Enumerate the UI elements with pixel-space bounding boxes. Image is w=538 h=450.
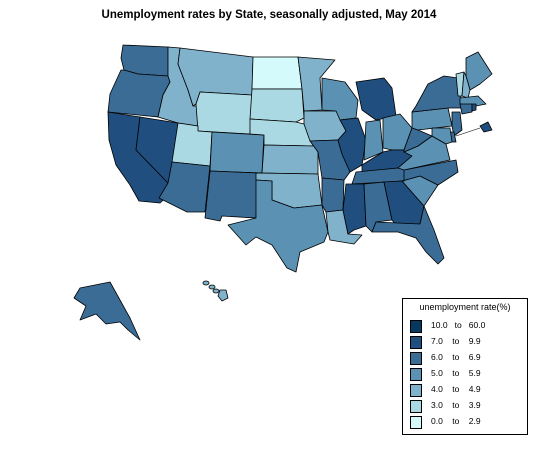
state-massachusetts xyxy=(459,95,487,107)
legend: unemployment rate(%) 10.0 to 60.0 7.0 to … xyxy=(402,298,528,435)
hawaii-island xyxy=(208,284,216,290)
legend-swatch xyxy=(410,384,422,397)
legend-swatch xyxy=(410,416,422,429)
map-title: Unemployment rates by State, seasonally … xyxy=(101,9,437,21)
legend-label: 10.0 to 60.0 xyxy=(431,320,486,330)
state-illinois xyxy=(337,117,367,173)
legend-label: 7.0 to 9.9 xyxy=(431,336,481,346)
state-new-mexico xyxy=(204,170,259,222)
state-kansas xyxy=(261,144,319,175)
legend-label: 5.0 to 5.9 xyxy=(431,368,481,378)
state-rhode-island xyxy=(471,103,477,112)
legend-label: 4.0 to 4.9 xyxy=(431,384,481,394)
legend-swatch xyxy=(410,320,422,333)
legend-swatch xyxy=(410,368,422,381)
legend-row: 7.0 to 9.9 xyxy=(410,335,526,349)
legend-label: 3.0 to 3.9 xyxy=(431,400,481,410)
state-maryland xyxy=(431,127,453,145)
state-florida xyxy=(371,205,445,265)
state-new-hampshire xyxy=(461,71,471,99)
legend-row: 10.0 to 60.0 xyxy=(410,319,526,333)
state-alaska xyxy=(73,281,141,341)
state-texas xyxy=(227,179,329,273)
hawaii-island xyxy=(202,280,210,286)
state-arkansas xyxy=(321,177,345,213)
state-michigan xyxy=(355,77,397,121)
legend-swatch xyxy=(410,352,422,365)
legend-title: unemployment rate(%) xyxy=(419,302,511,312)
state-new-jersey xyxy=(451,111,463,137)
state-maine xyxy=(465,51,493,91)
hawaii-island xyxy=(212,288,220,294)
legend-row: 4.0 to 4.9 xyxy=(410,383,526,397)
legend-label: 6.0 to 6.9 xyxy=(431,352,481,362)
legend-label: 0.0 to 2.9 xyxy=(431,416,481,426)
dc-leader-line xyxy=(455,127,481,137)
state-hawaii xyxy=(217,289,229,302)
state-north-dakota xyxy=(251,56,303,90)
state-wyoming xyxy=(195,91,253,135)
state-colorado xyxy=(209,131,265,174)
legend-row: 3.0 to 3.9 xyxy=(410,399,526,413)
state-south-dakota xyxy=(249,88,305,123)
state-north-carolina xyxy=(401,159,459,186)
state-mississippi xyxy=(342,183,367,235)
state-district-of-columbia xyxy=(479,121,493,133)
legend-swatch xyxy=(410,400,422,413)
legend-row: 5.0 to 5.9 xyxy=(410,367,526,381)
legend-row: 0.0 to 2.9 xyxy=(410,415,526,429)
legend-row: 6.0 to 6.9 xyxy=(410,351,526,365)
legend-swatch xyxy=(410,336,422,349)
state-connecticut xyxy=(459,103,473,115)
